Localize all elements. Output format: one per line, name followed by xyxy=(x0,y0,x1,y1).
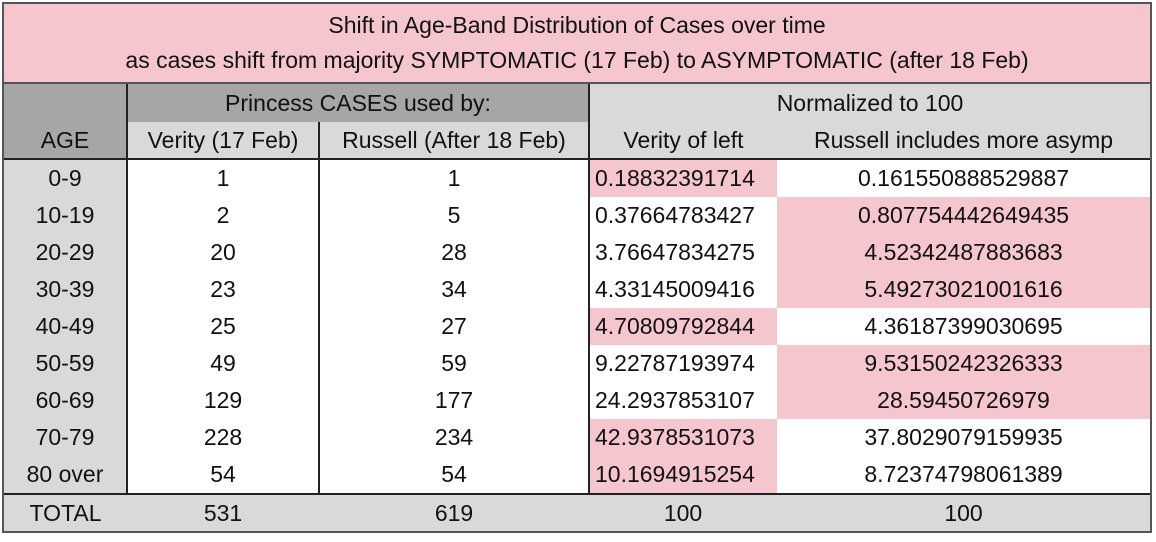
header-verity[interactable]: Verity (17 Feb) xyxy=(127,122,320,159)
total-label[interactable]: TOTAL xyxy=(2,493,127,533)
table-row: 60-69 129 177 24.2937853107 28.594507269… xyxy=(2,382,1153,419)
header-russell-norm[interactable]: Russell includes more asymp xyxy=(777,122,1153,159)
header-group-row: Princess CASES used by: Normalized to 10… xyxy=(2,83,1153,122)
verity-cell[interactable]: 23 xyxy=(127,271,320,308)
header-column-row: AGE Verity (17 Feb) Russell (After 18 Fe… xyxy=(2,122,1153,159)
age-cell[interactable]: 60-69 xyxy=(2,382,128,419)
age-cell[interactable]: 10-19 xyxy=(2,197,128,234)
title-line-1: Shift in Age-Band Distribution of Cases … xyxy=(328,12,826,38)
russell-cell[interactable]: 5 xyxy=(319,197,590,234)
verity-cell[interactable]: 129 xyxy=(127,382,320,419)
russell-cell[interactable]: 1 xyxy=(319,158,590,197)
total-russell[interactable]: 619 xyxy=(319,493,589,533)
russell-cell[interactable]: 234 xyxy=(319,419,590,456)
header-blank-cell[interactable] xyxy=(2,83,128,122)
verity-cell[interactable]: 20 xyxy=(127,234,320,271)
russell-norm-cell[interactable]: 4.52342487883683 xyxy=(777,234,1153,271)
table-row: 40-49 25 27 4.70809792844 4.361873990306… xyxy=(2,308,1153,345)
russell-cell[interactable]: 28 xyxy=(319,234,590,271)
verity-norm-cell[interactable]: 0.18832391714 xyxy=(589,158,777,197)
age-cell[interactable]: 0-9 xyxy=(2,158,128,197)
verity-norm-cell[interactable]: 10.1694915254 xyxy=(589,456,777,494)
russell-norm-cell[interactable]: 4.36187399030695 xyxy=(777,308,1153,345)
total-row: TOTAL 531 619 100 100 xyxy=(2,493,1153,533)
header-age[interactable]: AGE xyxy=(2,122,128,159)
russell-norm-cell[interactable]: 9.53150242326333 xyxy=(777,345,1153,382)
age-cell[interactable]: 70-79 xyxy=(2,419,128,456)
table-row: 30-39 23 34 4.33145009416 5.492730210016… xyxy=(2,271,1153,308)
table-row: 70-79 228 234 42.9378531073 37.802907915… xyxy=(2,419,1153,456)
russell-cell[interactable]: 34 xyxy=(319,271,590,308)
verity-norm-cell[interactable]: 42.9378531073 xyxy=(589,419,777,456)
russell-norm-cell[interactable]: 0.807754442649435 xyxy=(777,197,1153,234)
header-verity-norm[interactable]: Verity of left xyxy=(589,122,777,159)
age-cell[interactable]: 80 over xyxy=(2,456,128,494)
verity-norm-cell[interactable]: 4.70809792844 xyxy=(589,308,777,345)
table-row: 20-29 20 28 3.76647834275 4.523424878836… xyxy=(2,234,1153,271)
verity-norm-cell[interactable]: 4.33145009416 xyxy=(589,271,777,308)
verity-norm-cell[interactable]: 24.2937853107 xyxy=(589,382,777,419)
header-russell[interactable]: Russell (After 18 Feb) xyxy=(319,122,590,159)
verity-cell[interactable]: 25 xyxy=(127,308,320,345)
verity-cell[interactable]: 2 xyxy=(127,197,320,234)
russell-norm-cell[interactable]: 28.59450726979 xyxy=(777,382,1153,419)
age-cell[interactable]: 50-59 xyxy=(2,345,128,382)
total-verity[interactable]: 531 xyxy=(127,493,319,533)
russell-norm-cell[interactable]: 8.72374798061389 xyxy=(777,456,1153,494)
russell-cell[interactable]: 59 xyxy=(319,345,590,382)
verity-cell[interactable]: 228 xyxy=(127,419,320,456)
age-band-table: Shift in Age-Band Distribution of Cases … xyxy=(1,2,1153,533)
total-verity-norm[interactable]: 100 xyxy=(589,493,777,533)
title-cell[interactable]: Shift in Age-Band Distribution of Cases … xyxy=(1,2,1153,84)
total-russell-norm[interactable]: 100 xyxy=(777,493,1153,533)
age-cell[interactable]: 20-29 xyxy=(2,234,128,271)
russell-cell[interactable]: 27 xyxy=(319,308,590,345)
header-group-normalized[interactable]: Normalized to 100 xyxy=(589,83,1153,122)
russell-norm-cell[interactable]: 5.49273021001616 xyxy=(777,271,1153,308)
header-group-cases[interactable]: Princess CASES used by: xyxy=(127,83,590,122)
title-row: Shift in Age-Band Distribution of Cases … xyxy=(1,2,1153,84)
verity-cell[interactable]: 1 xyxy=(127,158,320,197)
russell-norm-cell[interactable]: 0.161550888529887 xyxy=(777,158,1153,197)
age-cell[interactable]: 40-49 xyxy=(2,308,128,345)
russell-norm-cell[interactable]: 37.8029079159935 xyxy=(777,419,1153,456)
verity-cell[interactable]: 54 xyxy=(127,456,320,494)
verity-cell[interactable]: 49 xyxy=(127,345,320,382)
table-row: 10-19 2 5 0.37664783427 0.80775444264943… xyxy=(2,197,1153,234)
russell-cell[interactable]: 177 xyxy=(319,382,590,419)
verity-norm-cell[interactable]: 3.76647834275 xyxy=(589,234,777,271)
title-line-2: as cases shift from majority SYMPTOMATIC… xyxy=(125,47,1029,73)
verity-norm-cell[interactable]: 9.22787193974 xyxy=(589,345,777,382)
table-row: 0-9 1 1 0.18832391714 0.161550888529887 xyxy=(2,158,1153,197)
table-row: 80 over 54 54 10.1694915254 8.7237479806… xyxy=(2,456,1153,494)
table-row: 50-59 49 59 9.22787193974 9.531502423263… xyxy=(2,345,1153,382)
verity-norm-cell[interactable]: 0.37664783427 xyxy=(589,197,777,234)
age-cell[interactable]: 30-39 xyxy=(2,271,128,308)
russell-cell[interactable]: 54 xyxy=(319,456,590,494)
